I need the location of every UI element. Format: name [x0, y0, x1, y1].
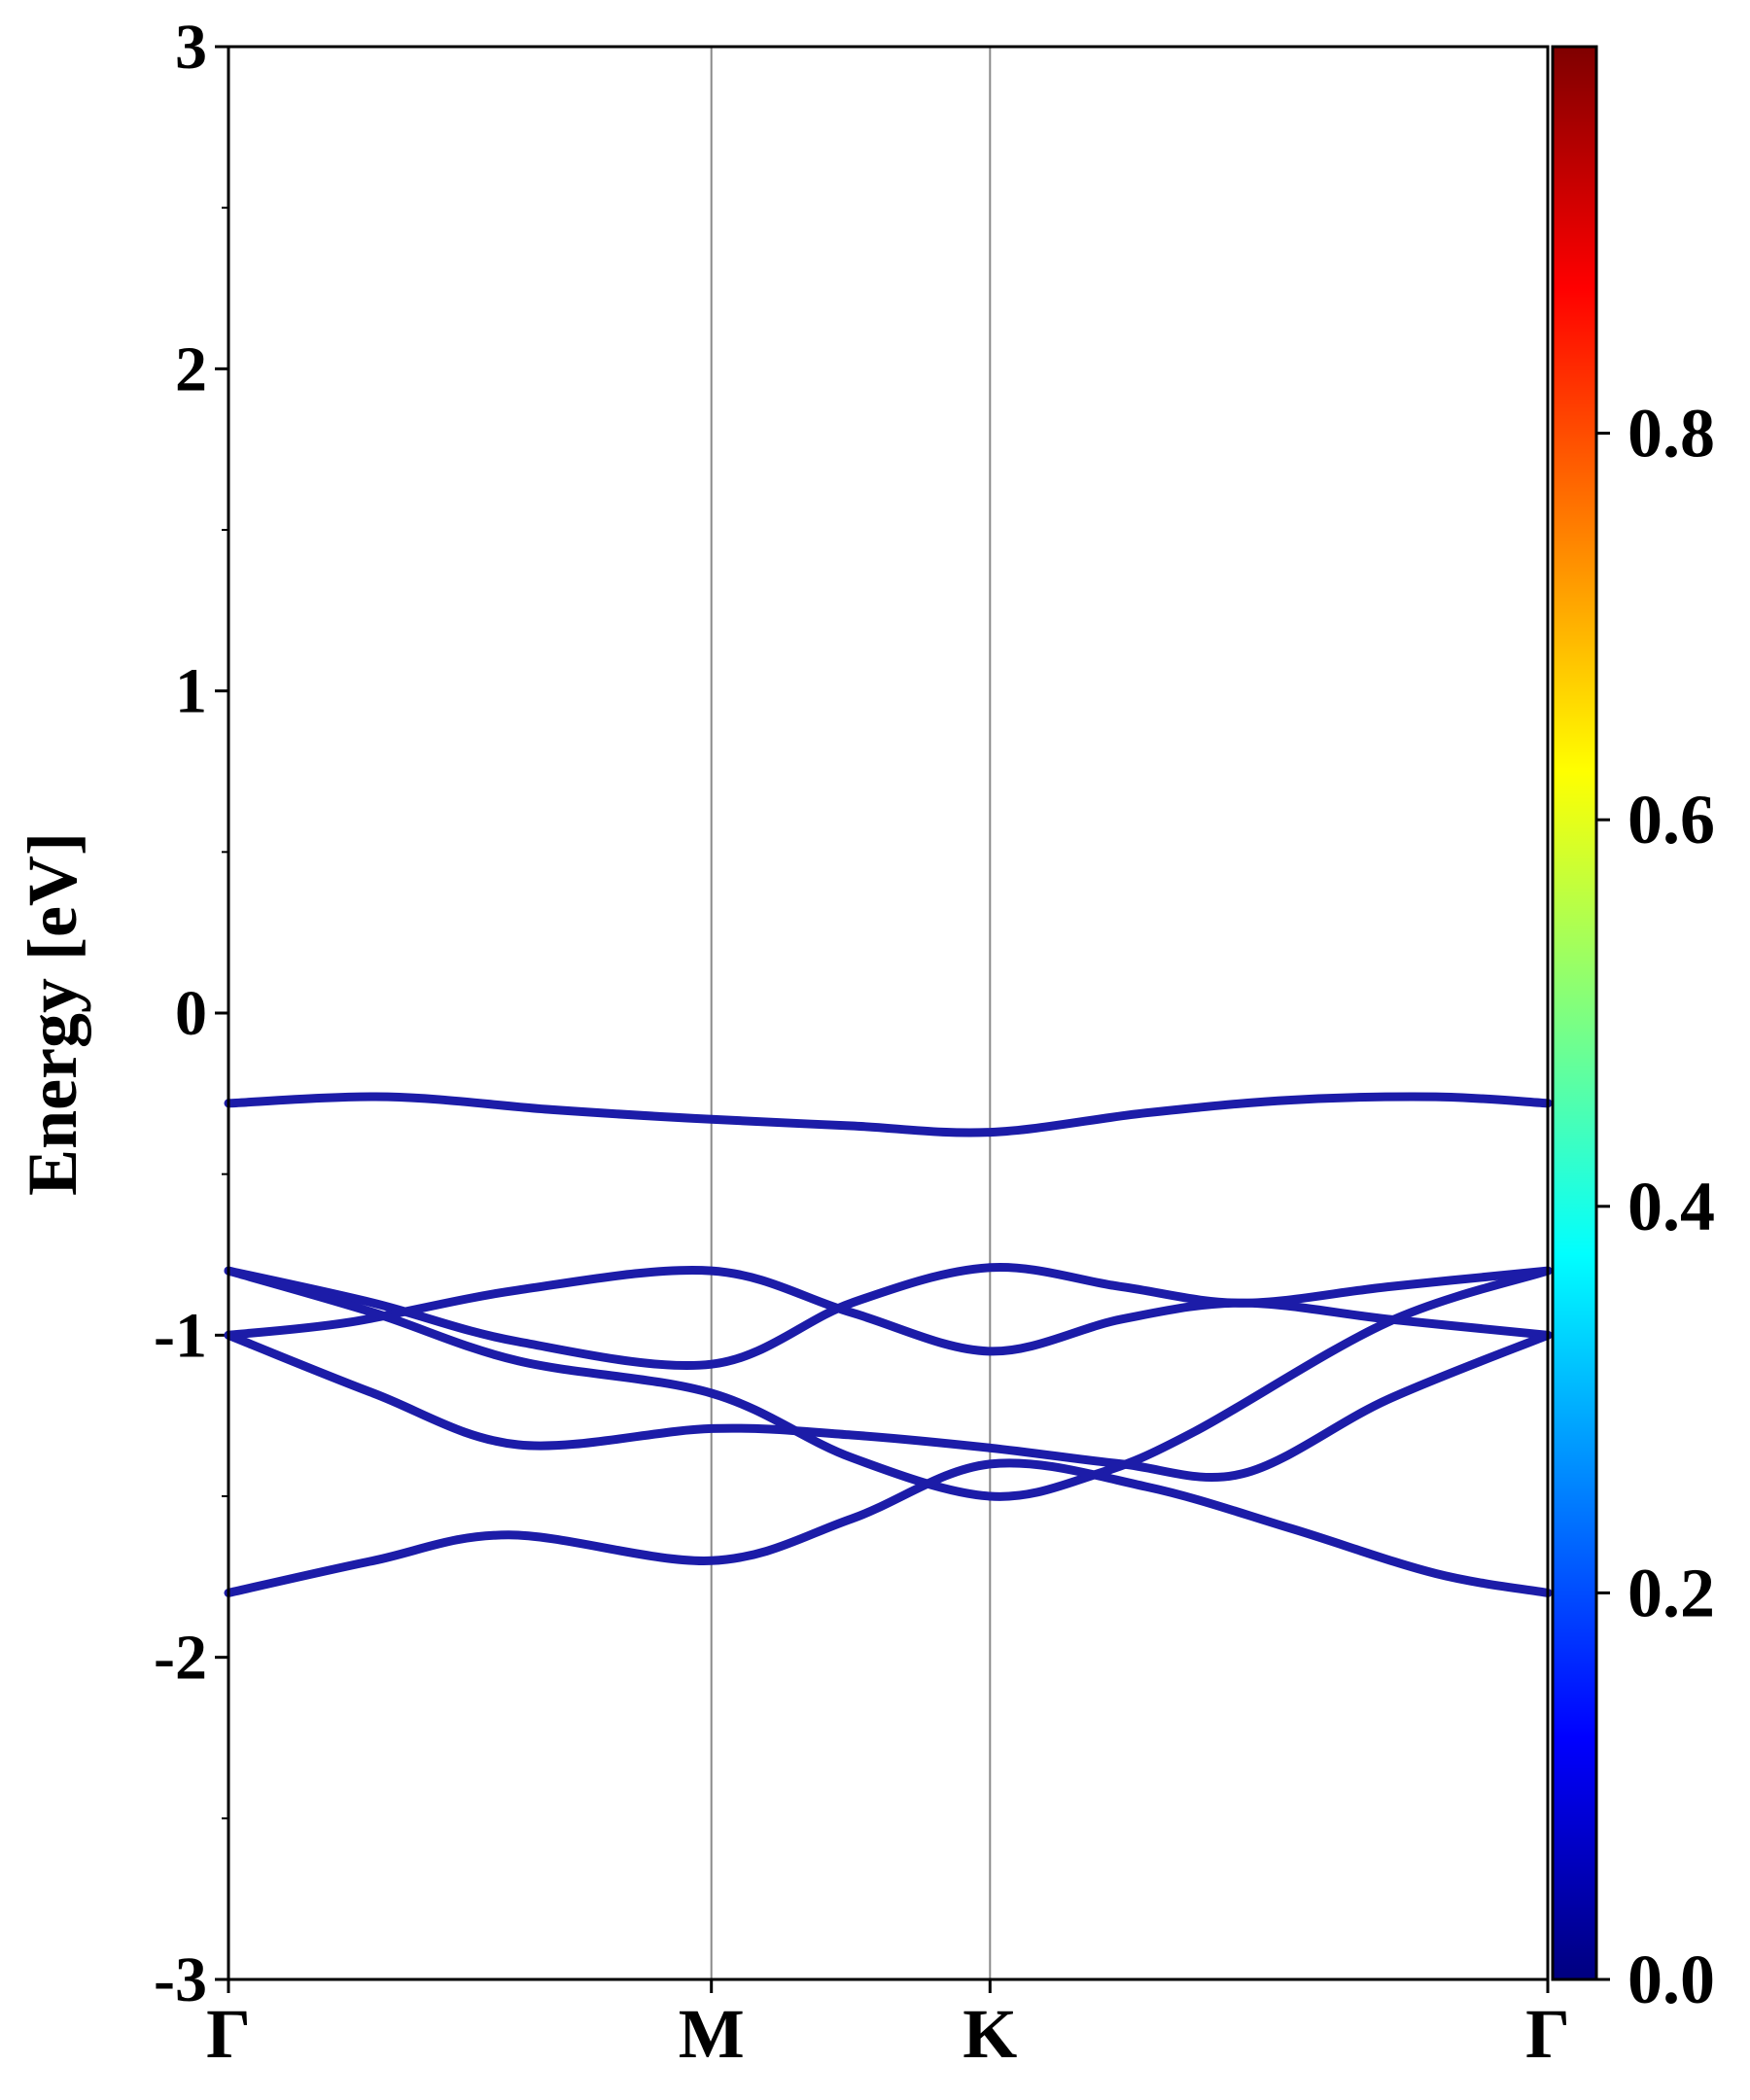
y-tick-label: -3 [154, 1944, 207, 2015]
y-tick-label: -1 [154, 1300, 207, 1371]
y-tick-label: 2 [175, 333, 207, 404]
band-4 [224, 1266, 1553, 1501]
colorbar-tick-label: 0.8 [1628, 395, 1715, 472]
band-6 [224, 1458, 1553, 1597]
colorbar: 0.0 0.2 0.4 0.6 0.8 [1551, 45, 1715, 2018]
x-tick-label: M [679, 1995, 745, 2073]
band-1 [224, 1092, 1553, 1138]
colorbar-tick-label: 0.6 [1628, 781, 1715, 858]
band-5 [224, 1330, 1553, 1483]
plot-frame [227, 45, 1550, 1981]
y-tick-label: 3 [175, 12, 207, 83]
colorbar-tick-label: 0.4 [1628, 1168, 1715, 1245]
band-3 [224, 1265, 1553, 1356]
y-axis: -3 -2 -1 0 1 2 3 [154, 12, 228, 2015]
colorbar-tick-label: 0.2 [1628, 1554, 1715, 1631]
band-2 [224, 1262, 1553, 1371]
x-tick-label: K [962, 1995, 1017, 2073]
band-lines [224, 1092, 1553, 1597]
y-axis-title: Energy [eV] [14, 832, 91, 1196]
colorbar-gradient [1551, 45, 1598, 1981]
colorbar-tick-label: 0.0 [1628, 1941, 1715, 2018]
x-tick-label: Γ [1525, 1995, 1570, 2073]
y-tick-label: 0 [175, 978, 207, 1049]
x-tick-label: Γ [206, 1995, 251, 2073]
y-tick-label: -2 [154, 1623, 207, 1694]
y-tick-label: 1 [175, 656, 207, 727]
